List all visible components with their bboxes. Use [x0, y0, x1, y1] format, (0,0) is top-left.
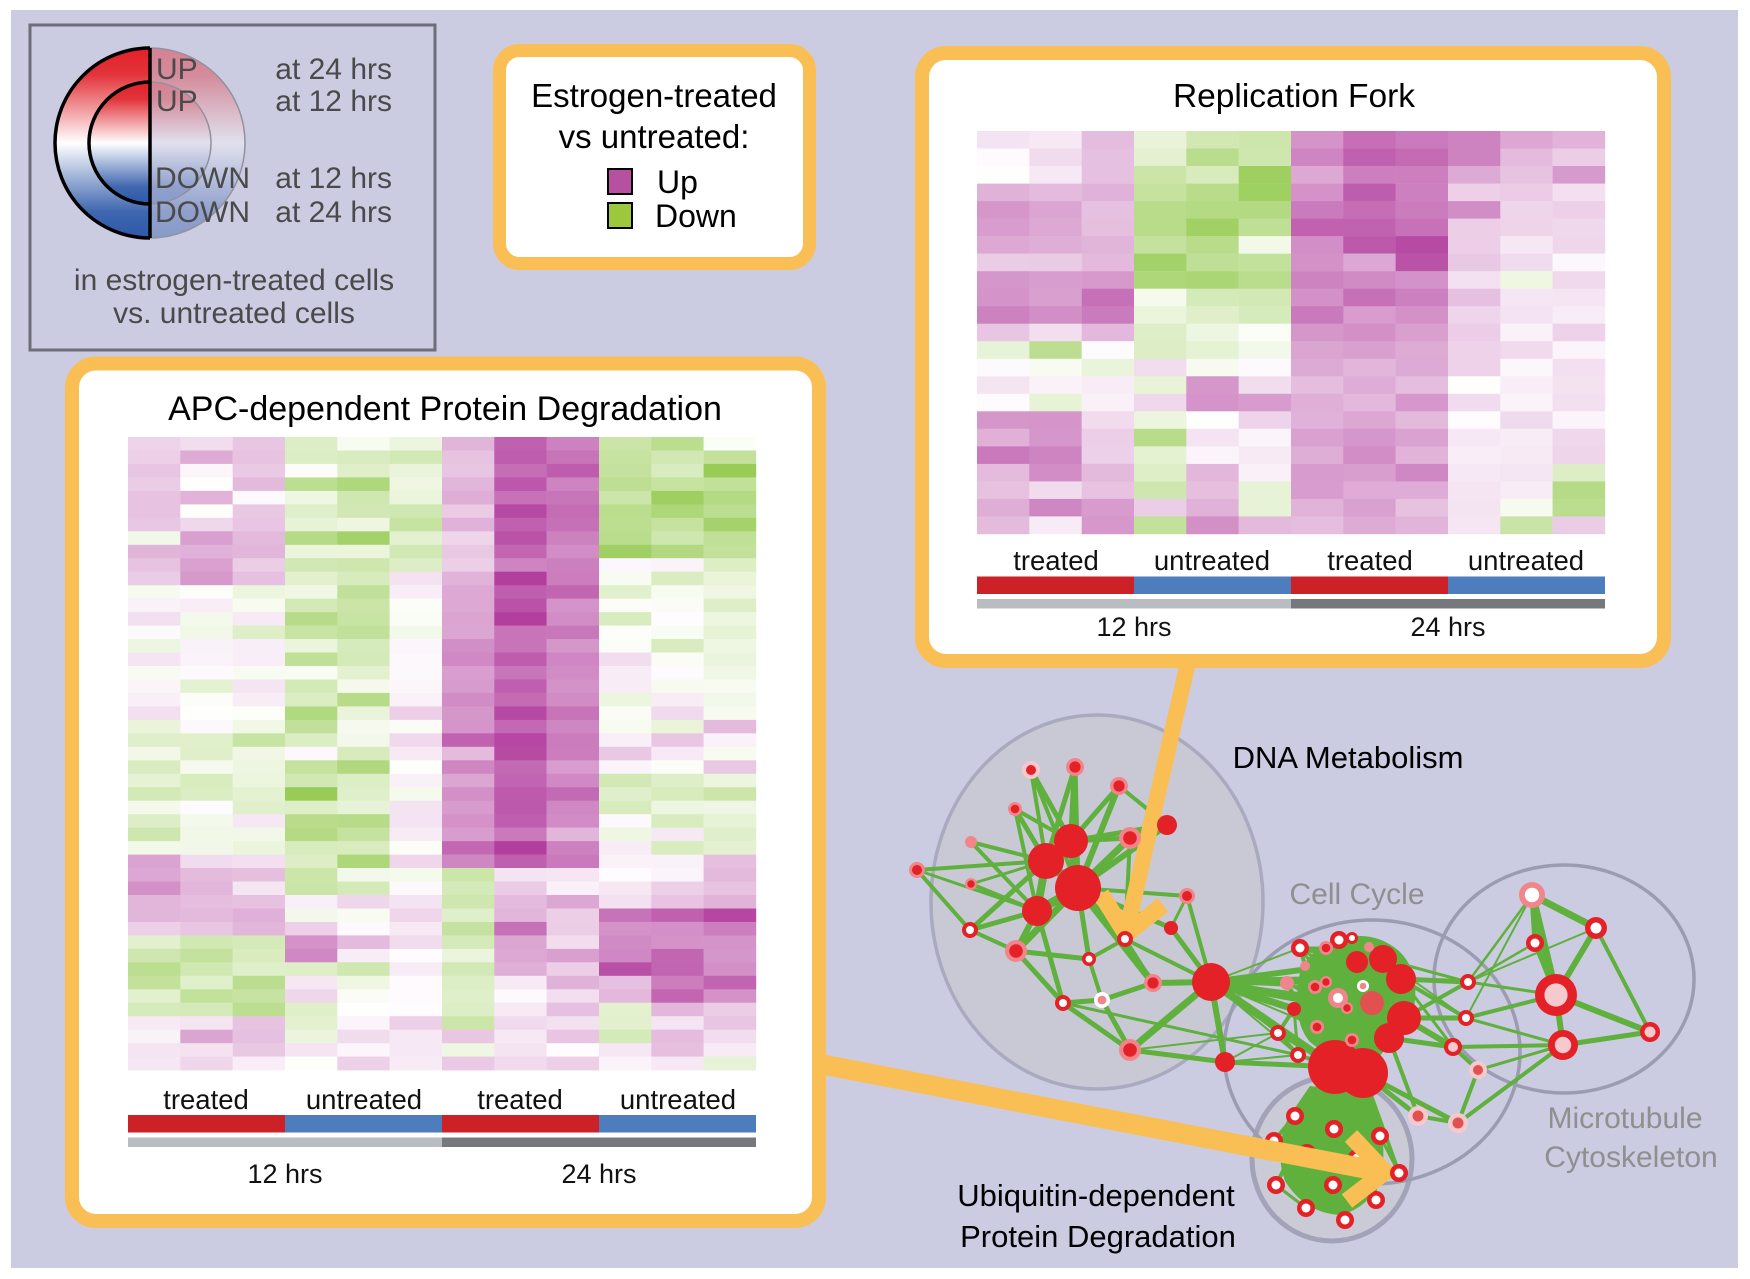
svg-text:Protein Degradation: Protein Degradation — [960, 1219, 1236, 1254]
svg-text:treated: treated — [1327, 545, 1413, 576]
svg-text:24 hrs: 24 hrs — [561, 1159, 636, 1189]
svg-text:at 12 hrs: at 12 hrs — [275, 162, 392, 195]
svg-text:Up: Up — [657, 164, 698, 200]
svg-text:UP: UP — [156, 53, 198, 86]
svg-text:at 24 hrs: at 24 hrs — [275, 196, 392, 229]
svg-text:vs untreated:: vs untreated: — [559, 118, 750, 155]
svg-text:vs. untreated cells: vs. untreated cells — [113, 297, 355, 330]
svg-text:DOWN: DOWN — [155, 196, 250, 229]
svg-text:treated: treated — [477, 1084, 563, 1115]
svg-text:Down: Down — [655, 198, 737, 234]
svg-text:Replication Fork: Replication Fork — [1173, 78, 1415, 115]
svg-text:treated: treated — [1013, 545, 1099, 576]
svg-text:DOWN: DOWN — [155, 162, 250, 195]
svg-text:12 hrs: 12 hrs — [247, 1159, 322, 1189]
svg-text:treated: treated — [163, 1084, 249, 1115]
svg-text:UP: UP — [156, 85, 198, 118]
svg-text:untreated: untreated — [620, 1084, 736, 1115]
svg-text:APC-dependent Protein Degradat: APC-dependent Protein Degradation — [168, 390, 722, 428]
svg-text:Cytoskeleton: Cytoskeleton — [1544, 1141, 1717, 1174]
svg-text:untreated: untreated — [306, 1084, 422, 1115]
svg-text:24 hrs: 24 hrs — [1410, 612, 1485, 642]
svg-text:at 12 hrs: at 12 hrs — [275, 85, 392, 118]
svg-text:at 24 hrs: at 24 hrs — [275, 53, 392, 86]
svg-text:untreated: untreated — [1154, 545, 1270, 576]
svg-text:Microtubule: Microtubule — [1547, 1102, 1702, 1135]
svg-text:Estrogen-treated: Estrogen-treated — [531, 77, 777, 114]
svg-text:12 hrs: 12 hrs — [1096, 612, 1171, 642]
svg-text:untreated: untreated — [1468, 545, 1584, 576]
svg-text:Ubiquitin-dependent: Ubiquitin-dependent — [957, 1178, 1235, 1213]
svg-text:DNA Metabolism: DNA Metabolism — [1233, 740, 1464, 775]
svg-text:Cell Cycle: Cell Cycle — [1289, 878, 1424, 911]
svg-text:in estrogen-treated cells: in estrogen-treated cells — [74, 264, 394, 297]
